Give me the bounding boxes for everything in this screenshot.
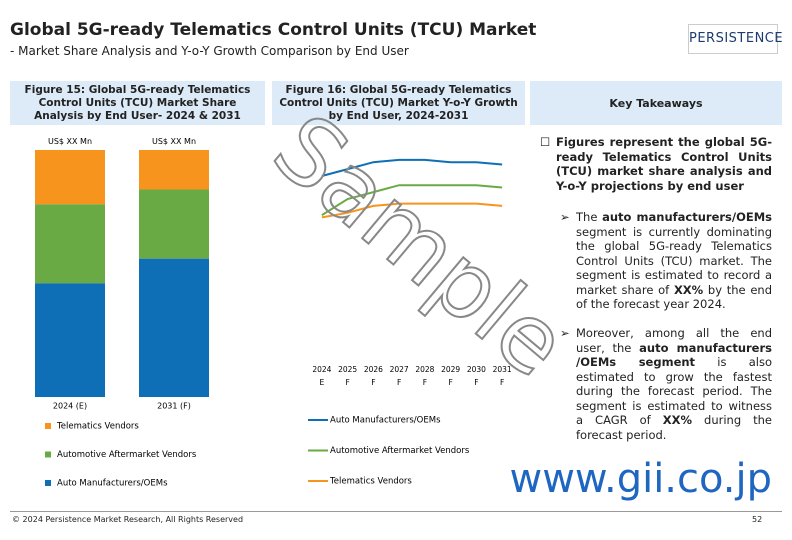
- bar-segment: [139, 258, 209, 397]
- bar-label: US$ XX Mn: [152, 137, 196, 146]
- title: Global 5G-ready Telematics Control Units…: [10, 20, 537, 40]
- text: by the end of the forecast year 2024.: [576, 282, 772, 312]
- subtitle: - Market Share Analysis and Y-o-Y Growth…: [10, 44, 409, 58]
- text: auto manufacturers /OEMs segment: [576, 340, 772, 370]
- x-tick-label: 2024: [312, 365, 331, 374]
- text: during the forecast period.: [576, 413, 772, 442]
- bar-segment: [139, 150, 209, 190]
- line: [321, 158, 503, 177]
- text: XX%: [662, 413, 693, 427]
- text: auto manufacturers/OEMs: [602, 210, 773, 224]
- x-tick-sublabel: F: [474, 378, 478, 387]
- line: [321, 202, 503, 219]
- panel-title: Figure 15: Global 5G-ready Telematics Co…: [10, 81, 265, 125]
- bar-segment: [35, 204, 105, 284]
- x-tick-label: 2029: [441, 365, 460, 374]
- legend-swatch: [45, 423, 51, 429]
- x-tick-label: 2030: [467, 365, 486, 374]
- legend-label: Auto Manufacturers/OEMs: [330, 416, 441, 426]
- x-tick-label: 2031 (F): [157, 402, 191, 411]
- legend-label: Automotive Aftermarket Vendors: [57, 450, 197, 460]
- x-tick-label: 2031: [493, 365, 512, 374]
- takeaway-point: ➢ The auto manufacturers/OEMs segment is …: [560, 210, 773, 312]
- footer-rule: [10, 511, 782, 512]
- copyright: © 2024 Persistence Market Research, All …: [12, 515, 244, 524]
- legend-swatch: [45, 451, 51, 458]
- x-tick-label: 2028: [415, 365, 434, 374]
- text: Moreover, among all the end user, the: [576, 326, 772, 355]
- x-tick-sublabel: F: [371, 378, 375, 387]
- bar-segment: [139, 189, 209, 259]
- legend-label: Telematics Vendors: [56, 422, 139, 432]
- text: XX%: [673, 282, 704, 297]
- x-tick-sublabel: F: [500, 378, 504, 387]
- text: The: [576, 210, 603, 224]
- page-number: 52: [752, 515, 763, 524]
- x-tick-label: 2027: [390, 365, 409, 374]
- x-tick-label: 2024 (E): [53, 402, 87, 411]
- x-tick-sublabel: F: [397, 378, 401, 387]
- x-tick-label: 2025: [338, 365, 357, 374]
- legend-swatch: [45, 480, 51, 486]
- legend-label: Automotive Aftermarket Vendors: [330, 446, 470, 456]
- bar-segment: [35, 150, 105, 205]
- x-tick-label: 2026: [364, 365, 383, 374]
- panel-title: Key Takeaways: [530, 81, 782, 125]
- takeaway-heading: ☐ Figures represent the global 5G-ready T…: [540, 135, 772, 193]
- x-tick-sublabel: F: [448, 378, 452, 387]
- takeaway-point: ➢ Moreover, among all the end user, the a…: [560, 326, 772, 442]
- legend-label: Telematics Vendors: [329, 477, 412, 487]
- line: [321, 184, 503, 216]
- text: Figures represent the global 5G-ready Te…: [556, 135, 772, 193]
- bar-segment: [35, 283, 105, 397]
- site: www.gii.co.jp: [510, 456, 773, 502]
- text: is also estimated to grow the fastest du…: [576, 355, 772, 427]
- legend-label: Auto Manufacturers/OEMs: [57, 479, 168, 489]
- watermark: Sample: [254, 94, 587, 398]
- panel-title: Figure 16: Global 5G-ready Telematics Co…: [272, 81, 525, 125]
- logo: PERSISTENCE: [688, 24, 783, 54]
- bar-label: US$ XX Mn: [48, 137, 92, 146]
- x-tick-sublabel: E: [320, 378, 325, 387]
- x-tick-sublabel: F: [423, 378, 427, 387]
- x-tick-sublabel: F: [345, 378, 349, 387]
- text: segment is currently dominating the glob…: [576, 224, 772, 297]
